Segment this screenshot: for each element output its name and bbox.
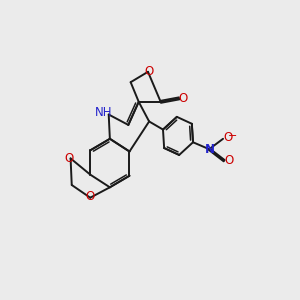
Text: O: O — [85, 190, 95, 203]
Text: −: − — [228, 130, 237, 141]
Text: O: O — [225, 154, 234, 167]
Text: O: O — [179, 92, 188, 105]
Text: NH: NH — [95, 106, 112, 119]
Text: O: O — [224, 131, 233, 144]
Text: O: O — [64, 152, 74, 165]
Text: O: O — [145, 64, 154, 78]
Text: N: N — [205, 143, 215, 156]
